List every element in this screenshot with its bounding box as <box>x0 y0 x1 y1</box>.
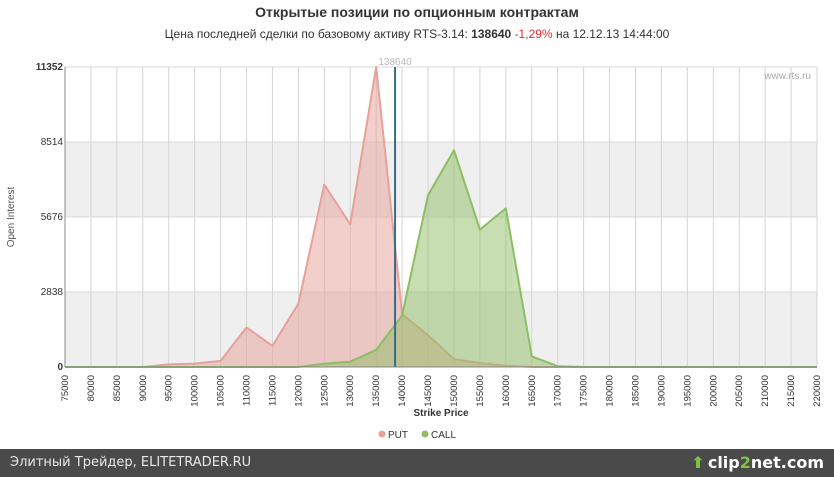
legend-marker-put <box>378 430 386 438</box>
x-tick-label: 150000 <box>449 375 460 407</box>
logo-part-right: net.com <box>750 453 824 472</box>
legend-label-call: CALL <box>431 430 456 441</box>
footer-text: Элитный Трейдер, ELITETRADER.RU <box>10 455 252 470</box>
price-marker-label: 138640 <box>378 57 412 68</box>
y-tick-label: 0 <box>57 362 63 373</box>
subtitle-price: 138640 <box>471 27 512 41</box>
chart-title: Открытые позиции по опционным контрактам <box>255 4 579 20</box>
x-tick-label: 120000 <box>293 375 304 407</box>
x-tick-label: 115000 <box>267 375 278 406</box>
legend-marker-call <box>421 430 429 438</box>
x-tick-label: 140000 <box>397 375 408 407</box>
y-tick-label: 8514 <box>41 137 64 148</box>
x-tick-label: 80000 <box>86 375 97 401</box>
footer-bar: Элитный Трейдер, ELITETRADER.RU ⬆ clip2ne… <box>0 449 834 477</box>
y-tick-label: 2838 <box>41 287 64 298</box>
open-interest-chart: 138640 www.rts.ru 0 2838 5676 8514 11352 75000 8… <box>6 57 823 441</box>
x-tick-label: 100000 <box>190 375 201 407</box>
x-tick-label: 145000 <box>423 375 434 407</box>
x-tick-label: 180000 <box>605 375 616 407</box>
x-tick-label: 185000 <box>630 375 641 407</box>
x-tick-label: 220000 <box>812 375 823 407</box>
chart-subtitle: Цена последней сделки по базовому активу… <box>0 27 834 41</box>
clip2net-logo: ⬆ clip2net.com <box>691 453 824 472</box>
x-tick-label: 195000 <box>682 375 693 407</box>
x-tick-label: 130000 <box>345 375 356 407</box>
subtitle-prefix: Цена последней сделки по базовому активу… <box>164 27 468 41</box>
y-tick-label: 11352 <box>36 62 64 73</box>
arrow-up-icon: ⬆ <box>691 453 705 472</box>
x-tick-label: 200000 <box>708 375 719 407</box>
legend-label-put: PUT <box>388 430 408 441</box>
x-tick-label: 95000 <box>164 375 175 401</box>
x-tick-label: 85000 <box>112 375 123 401</box>
x-tick-label: 190000 <box>656 375 667 407</box>
watermark: www.rts.ru <box>763 71 811 82</box>
x-tick-label: 175000 <box>579 375 590 407</box>
x-tick-label: 125000 <box>319 375 330 407</box>
logo-part-left: clip <box>707 453 740 472</box>
y-axis-title: Open Interest <box>6 186 17 247</box>
x-tick-label: 110000 <box>242 375 253 406</box>
x-tick-label: 210000 <box>760 375 771 407</box>
x-tick-label: 165000 <box>527 375 538 407</box>
x-tick-label: 205000 <box>734 375 745 407</box>
x-tick-label: 105000 <box>216 375 227 407</box>
x-tick-label: 90000 <box>138 375 149 401</box>
y-tick-label: 5676 <box>41 212 64 223</box>
x-tick-label: 160000 <box>501 375 512 407</box>
series-area-call <box>65 150 817 367</box>
logo-part-mid: 2 <box>739 453 751 472</box>
x-tick-label: 170000 <box>553 375 564 407</box>
x-tick-label: 215000 <box>786 375 797 407</box>
x-tick-label: 135000 <box>371 375 382 407</box>
x-tick-label: 75000 <box>60 375 71 401</box>
x-tick-label: 155000 <box>475 375 486 407</box>
subtitle-change: -1,29% <box>514 27 553 41</box>
subtitle-suffix: на 12.12.13 14:44:00 <box>555 27 670 41</box>
x-axis-title: Strike Price <box>413 408 468 419</box>
